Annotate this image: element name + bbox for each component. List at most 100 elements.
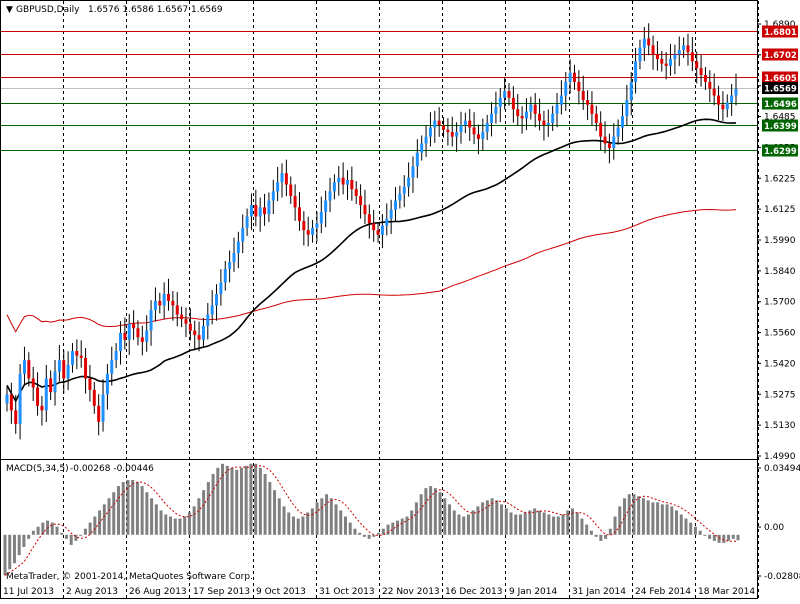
candle-bear [542,120,546,126]
candle-bull [411,166,415,178]
candle-bear [581,91,585,101]
candle-bear [92,389,96,406]
candle-bear [590,104,594,114]
macd-bar [273,490,277,535]
macd-bar [310,508,314,535]
macd-bar [523,512,527,535]
macd-bar [712,534,716,541]
macd-bar [206,482,210,535]
candle-bull [677,49,681,55]
candle-bear [703,75,707,82]
candle-bull [394,200,398,210]
header-icon: ▼ [6,5,13,15]
candle-bear [664,63,668,66]
candle-bull [5,394,9,404]
candle-bear [690,52,694,62]
candle-bull [105,373,109,395]
level-tag-text: 1.6702 [764,51,797,61]
candle-bull [564,81,568,96]
candle-bull [337,177,341,183]
candle-bear [651,45,655,55]
macd-bar [443,498,447,535]
candle-bull [385,218,389,226]
candle-bear [446,129,450,133]
macd-bar [249,463,253,535]
candle-bull [546,122,550,126]
macd-bar [197,498,201,535]
candle-bear [167,294,171,301]
x-tick-label: 26 Aug 2013 [129,587,187,597]
candle-bull [53,371,57,393]
macd-bar [8,534,12,570]
macd-bar [211,473,215,535]
x-tick-label: 22 Nov 2013 [382,587,440,597]
level-tag-resistance [762,71,798,84]
candle-bear [717,95,721,105]
candle-bear [372,223,376,231]
level-tag-support [762,97,798,110]
candle-bull [551,113,555,123]
candle-bull [241,227,245,242]
candle-bull [315,223,319,228]
macd-bar [514,514,518,535]
macd-bar [476,506,480,535]
macd-bar [325,494,329,535]
macd-bar [116,486,120,535]
candle-bear [184,319,188,324]
macd-bar [547,514,551,535]
macd-bar [675,510,679,535]
macd-bar [693,526,697,535]
candle-bull [494,106,498,114]
y-tick-label: 1.5990 [764,236,796,246]
macd-bar [618,506,622,535]
candle-bull [621,116,625,128]
y-tick-label: 1.6890 [764,20,796,30]
macd-bar [490,498,494,535]
macd-bar [400,518,404,535]
candle-bull [524,111,528,119]
y-tick-label: 1.6225 [764,174,796,184]
y-tick-label: 1.5130 [764,421,796,431]
macd-bar [500,504,504,535]
macd-bar [608,528,612,535]
candle-bear [708,81,712,89]
macd-bar [627,494,631,535]
macd-bar [462,516,466,535]
macd-bar [107,498,111,535]
macd-bar [518,514,522,535]
macd-bar [580,518,584,535]
candle-bull [629,81,633,101]
candle-bull [682,45,686,50]
macd-bar [698,530,702,535]
candle-bear [599,122,603,137]
candle-bear [442,125,446,130]
macd-label: MACD(5,34,5) [6,464,69,474]
candle-bear [354,189,358,196]
macd-bar [495,500,499,535]
candle-bear [62,360,66,379]
macd-bar [471,510,475,535]
x-axis: 11 Jul 2013 2 Aug 2013 26 Aug 2013 17 Sep 2… [3,587,755,597]
macd-bar [623,498,627,535]
macd-bar [717,534,721,543]
candle-bear [341,177,345,185]
macd-bar [528,510,532,535]
x-tick-label: 17 Sep 2013 [193,587,250,597]
candle-bull [57,360,61,372]
macd-bar [135,482,139,535]
candle-bull [22,360,26,374]
candle-bull [433,120,437,128]
macd-bar [410,510,414,535]
candle-bear [533,104,537,114]
macd-bar [362,534,366,537]
candle-bull [380,225,384,235]
level-tag-text: 1.6299 [764,147,797,157]
macd-bar [429,486,433,535]
macd-bar [641,498,645,535]
macd-bar [386,524,390,535]
macd-bar [339,510,343,535]
level-tag-text: 1.6399 [764,122,797,132]
candle-bull [490,113,494,123]
y-tick-label: 1.5560 [764,329,796,339]
macd-y-tick-label: -0.02808 [764,572,800,582]
